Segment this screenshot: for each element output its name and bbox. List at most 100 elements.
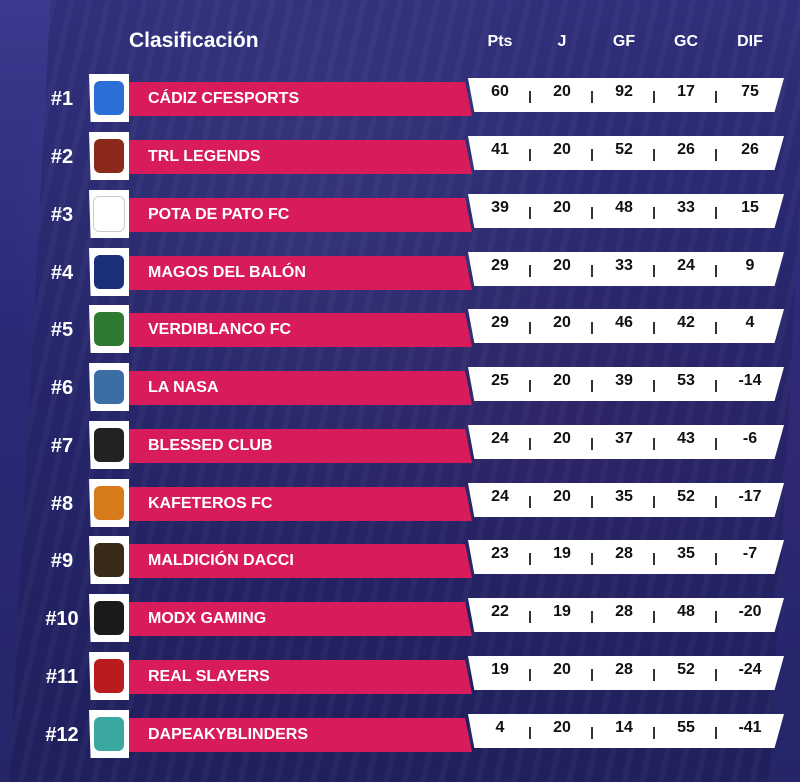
stat-j: 20 xyxy=(553,661,571,678)
column-separator xyxy=(529,669,531,681)
column-separator xyxy=(591,380,593,392)
column-separator xyxy=(653,438,655,450)
stat-pts: 60 xyxy=(491,83,509,100)
stat-pts: 24 xyxy=(491,430,509,447)
team-name: KAFETEROS FC xyxy=(127,487,472,521)
team-logo xyxy=(89,479,129,527)
stats-bar: 29 20 33 24 9 xyxy=(468,252,784,286)
rank-label: #9 xyxy=(50,550,74,572)
stat-j: 20 xyxy=(553,719,571,736)
stat-pts: 22 xyxy=(491,603,509,620)
column-separator xyxy=(529,207,531,219)
table-row: #9 MALDICIÓN DACCI 23 19 28 35 -7 xyxy=(0,536,800,584)
team-logo xyxy=(89,536,129,584)
column-separator xyxy=(715,438,717,450)
stat-gf: 33 xyxy=(615,257,633,274)
stat-pts: 4 xyxy=(495,719,505,736)
team-name: TRL LEGENDS xyxy=(127,140,472,174)
rank-label: #3 xyxy=(50,204,74,226)
column-separator xyxy=(529,438,531,450)
table-row: #1 CÁDIZ CFESPORTS 60 20 92 17 75 xyxy=(0,74,800,122)
stat-gf: 37 xyxy=(615,430,633,447)
stat-gf: 28 xyxy=(615,603,633,620)
column-separator xyxy=(715,380,717,392)
stat-gf: 14 xyxy=(615,719,633,736)
column-header-pts: Pts xyxy=(487,33,513,50)
column-separator xyxy=(529,380,531,392)
table-row: #3 POTA DE PATO FC 39 20 48 33 15 xyxy=(0,190,800,238)
stat-dif: -6 xyxy=(742,430,758,447)
column-separator xyxy=(591,496,593,508)
table-row: #7 BLESSED CLUB 24 20 37 43 -6 xyxy=(0,421,800,469)
column-separator xyxy=(653,380,655,392)
table-row: #4 MAGOS DEL BALÓN 29 20 33 24 9 xyxy=(0,248,800,296)
stat-dif: 75 xyxy=(741,83,759,100)
stats-bar: 60 20 92 17 75 xyxy=(468,78,784,112)
rank-label: #11 xyxy=(45,666,79,688)
table-row: #11 REAL SLAYERS 19 20 28 52 -24 xyxy=(0,652,800,700)
stat-j: 20 xyxy=(553,141,571,158)
stat-dif: 9 xyxy=(745,257,755,274)
column-separator xyxy=(715,265,717,277)
column-separator xyxy=(653,322,655,334)
la-nasa-crest-icon xyxy=(94,370,124,404)
column-separator xyxy=(715,669,717,681)
stat-j: 20 xyxy=(553,199,571,216)
stat-gc: 48 xyxy=(677,603,695,620)
column-header-gf: GF xyxy=(612,33,636,50)
stat-dif: 4 xyxy=(745,314,755,331)
stat-pts: 29 xyxy=(491,314,509,331)
column-separator xyxy=(591,91,593,103)
column-separator xyxy=(715,611,717,623)
column-separator xyxy=(591,207,593,219)
stat-pts: 19 xyxy=(491,661,509,678)
rank-label: #1 xyxy=(50,88,74,110)
team-name: VERDIBLANCO FC xyxy=(127,313,472,347)
team-logo xyxy=(89,248,129,296)
column-separator xyxy=(715,322,717,334)
stat-gc: 55 xyxy=(677,719,695,736)
column-separator xyxy=(591,149,593,161)
table-row: #5 VERDIBLANCO FC 29 20 46 42 4 xyxy=(0,305,800,353)
stat-gf: 52 xyxy=(615,141,633,158)
team-name: MODX GAMING xyxy=(127,602,472,636)
column-separator xyxy=(653,207,655,219)
team-name: REAL SLAYERS xyxy=(127,660,472,694)
team-logo xyxy=(89,190,129,238)
column-separator xyxy=(591,553,593,565)
rank-label: #2 xyxy=(50,146,74,168)
stat-gc: 43 xyxy=(677,430,695,447)
stats-bar: 29 20 46 42 4 xyxy=(468,309,784,343)
column-separator xyxy=(653,553,655,565)
stat-dif: -41 xyxy=(738,719,762,736)
stat-pts: 41 xyxy=(491,141,509,158)
column-separator xyxy=(591,669,593,681)
rank-label: #8 xyxy=(50,493,74,515)
team-name: POTA DE PATO FC xyxy=(127,198,472,232)
stats-bar: 4 20 14 55 -41 xyxy=(468,714,784,748)
column-separator xyxy=(653,611,655,623)
column-header-gc: GC xyxy=(674,33,698,50)
column-separator xyxy=(529,611,531,623)
rank-label: #5 xyxy=(50,319,74,341)
stat-pts: 25 xyxy=(491,372,509,389)
column-separator xyxy=(715,496,717,508)
column-separator xyxy=(529,149,531,161)
stat-gc: 53 xyxy=(677,372,695,389)
stat-gf: 39 xyxy=(615,372,633,389)
rank-label: #12 xyxy=(45,724,79,746)
stat-gf: 28 xyxy=(615,545,633,562)
stat-dif: 26 xyxy=(741,141,759,158)
column-separator xyxy=(653,149,655,161)
column-header-dif: DIF xyxy=(737,33,763,50)
stat-gc: 35 xyxy=(677,545,695,562)
stat-gf: 28 xyxy=(615,661,633,678)
column-separator xyxy=(715,91,717,103)
table-row: #2 TRL LEGENDS 41 20 52 26 26 xyxy=(0,132,800,180)
dacci-crest-icon xyxy=(94,543,124,577)
stat-j: 19 xyxy=(553,603,571,620)
table-row: #12 DAPEAKYBLINDERS 4 20 14 55 -41 xyxy=(0,710,800,758)
kafeteros-crest-icon xyxy=(94,486,124,520)
stats-bar: 39 20 48 33 15 xyxy=(468,194,784,228)
team-logo xyxy=(89,652,129,700)
